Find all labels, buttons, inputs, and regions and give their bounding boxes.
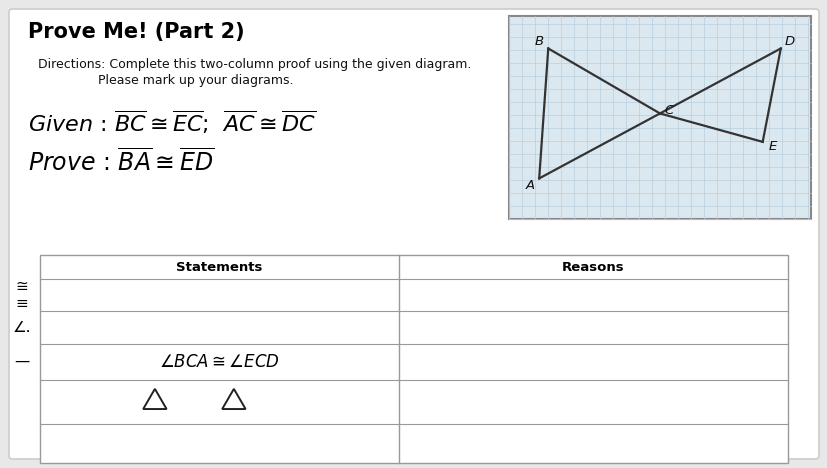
Bar [509,16,810,219]
Text: Statements: Statements [176,261,262,273]
Text: C: C [663,104,673,117]
Text: Please mark up your diagrams.: Please mark up your diagrams. [98,74,293,87]
Text: Directions: Complete this two-column proof using the given diagram.: Directions: Complete this two-column pro… [38,58,471,71]
Text: E: E [767,140,776,154]
Text: —: — [14,354,30,369]
Text: $\mathit{Prove}$ : $\overline{\mathit{BA}} \cong \overline{\mathit{ED}}$: $\mathit{Prove}$ : $\overline{\mathit{BA… [28,148,214,176]
Text: $\angle \mathit{BCA} \cong \angle \mathit{ECD}$: $\angle \mathit{BCA} \cong \angle \mathi… [159,353,280,371]
Bar [40,255,787,463]
Text: Reasons: Reasons [562,261,624,273]
Text: ≅
≡: ≅ ≡ [16,279,28,311]
Text: $\mathit{Given}$ : $\overline{\mathit{BC}} \cong \overline{\mathit{EC}}$;  $\ove: $\mathit{Given}$ : $\overline{\mathit{BC… [28,108,316,136]
Text: Prove Me! (Part 2): Prove Me! (Part 2) [28,22,244,42]
Text: A: A [525,179,534,192]
Text: D: D [784,35,794,48]
FancyBboxPatch shape [9,9,818,459]
Text: B: B [534,35,543,48]
Text: ∠.: ∠. [12,320,31,335]
